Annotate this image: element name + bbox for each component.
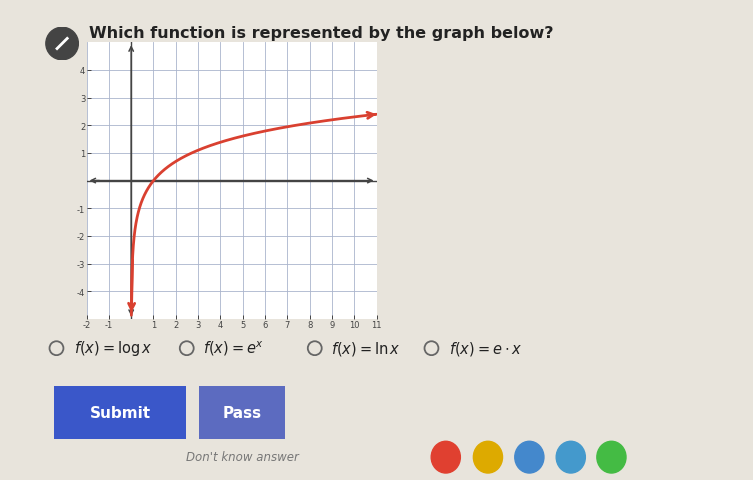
Circle shape [556, 442, 585, 473]
Circle shape [46, 28, 78, 60]
Text: Pass: Pass [223, 405, 261, 420]
Text: $f(x) = e^{x}$: $f(x) = e^{x}$ [203, 339, 264, 357]
Text: Don't know answer: Don't know answer [186, 450, 298, 463]
Text: Which function is represented by the graph below?: Which function is represented by the gra… [89, 26, 553, 41]
Circle shape [597, 442, 626, 473]
Text: $f(x) = e \cdot x$: $f(x) = e \cdot x$ [449, 339, 522, 357]
Circle shape [431, 442, 460, 473]
Circle shape [515, 442, 544, 473]
Circle shape [474, 442, 502, 473]
Text: Submit: Submit [90, 405, 151, 420]
Text: $f(x) = \ln x$: $f(x) = \ln x$ [331, 339, 401, 357]
Text: $f(x) = \log x$: $f(x) = \log x$ [74, 338, 152, 358]
